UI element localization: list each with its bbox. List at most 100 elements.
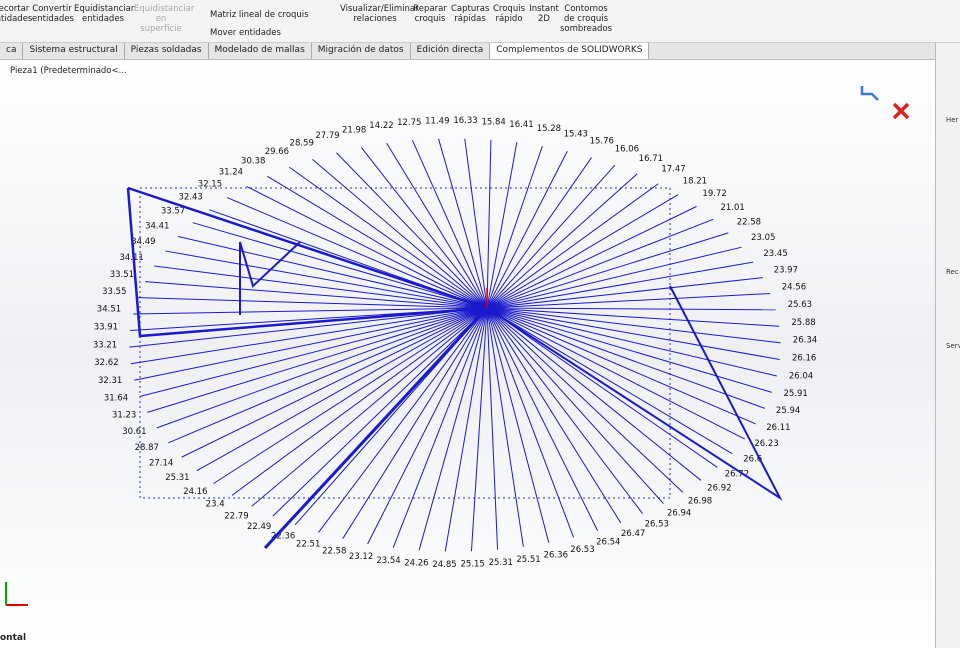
toolbar-button[interactable]: Reparar croquis — [413, 4, 447, 24]
dimension-label: 32.15 — [198, 179, 222, 189]
toolbar-button[interactable]: Equidistanciar entidades — [74, 4, 135, 24]
toolbar-button[interactable]: Instant 2D — [529, 4, 559, 24]
sketch-line — [318, 307, 488, 533]
dimension-label: 25.51 — [516, 555, 540, 565]
sketch-line — [444, 307, 488, 552]
tab[interactable]: Piezas soldadas — [125, 43, 209, 59]
dimension-label: 31.23 — [112, 410, 136, 420]
dimension-label: 26.53 — [645, 519, 669, 529]
toolbar-button[interactable]: Equidistanciar en superficie — [134, 4, 195, 34]
sketch-line — [486, 194, 679, 309]
toolbar-button[interactable]: Matriz lineal de croquis — [210, 10, 309, 20]
dimension-label: 33.21 — [93, 340, 117, 350]
sketch-line — [486, 164, 616, 309]
sketch-line — [486, 293, 771, 309]
tab[interactable]: Complementos de SOLIDWORKS — [490, 43, 650, 59]
sketch-line — [486, 307, 718, 468]
panel-label: Her — [946, 116, 959, 124]
sketch-profile — [126, 186, 488, 338]
dimension-label: 26.53 — [570, 545, 594, 555]
dimension-label: 23.97 — [774, 266, 798, 276]
dimension-label: 26.94 — [667, 509, 691, 519]
sketch-line — [154, 265, 488, 309]
dimension-label: 25.31 — [165, 473, 189, 483]
dimension-label: 24.16 — [183, 487, 207, 497]
dimension-label: 31.24 — [219, 167, 243, 177]
sketch-line — [411, 140, 488, 309]
sketch-line — [486, 307, 622, 523]
cancel-icon — [892, 102, 910, 120]
dimension-label: 24.56 — [782, 283, 806, 293]
sketch-line — [486, 150, 568, 309]
sketch-line — [486, 277, 763, 309]
sketch-line — [360, 146, 488, 309]
sketch-profile — [239, 241, 301, 288]
dimension-label: 15.43 — [564, 130, 588, 140]
toolbar-button[interactable]: Convertir entidades — [32, 4, 74, 24]
sketch-line — [289, 166, 488, 309]
sketch: 16.33 15.84 16.41 15.2815.4315.7616.0616.71… — [5, 86, 910, 606]
dimension-label: 16.33 — [453, 116, 477, 126]
sketch-line — [486, 307, 776, 311]
tree-item[interactable]: Pieza1 (Predeterminado<... — [10, 66, 127, 76]
sketch-line — [486, 307, 524, 547]
sketch-line — [486, 157, 592, 309]
sketch-profile — [486, 285, 783, 501]
sketch-line — [486, 307, 780, 327]
dimension-label: 21.01 — [720, 203, 744, 213]
dimension-label: 32.31 — [98, 376, 122, 386]
dimension-label: 23.4 — [206, 500, 225, 510]
sketch-line — [386, 142, 488, 309]
dimension-label: 16.71 — [639, 154, 663, 164]
dimension-label: 26.16 — [792, 354, 816, 364]
toolbar-button[interactable]: ecortar ntidades — [0, 4, 33, 24]
tab[interactable]: Sistema estructural — [23, 43, 125, 59]
sketch-line — [367, 307, 488, 545]
dimension-label: 22.36 — [271, 531, 295, 541]
sketch-line — [486, 261, 754, 309]
dimension-label: 25.31 — [489, 558, 513, 568]
dimension-label: 22.79 — [224, 511, 248, 521]
dimension-label: 34.49 — [131, 237, 155, 247]
dimension-label: 12.75 — [397, 118, 421, 128]
sketch-line — [272, 307, 488, 517]
sketch-line — [246, 185, 488, 309]
sketch-line — [486, 206, 697, 309]
toolbar-button[interactable]: Mover entidades — [210, 28, 281, 38]
toolbar-button[interactable]: Croquis rápido — [492, 4, 526, 24]
sketch-line — [145, 281, 488, 309]
sketch-line — [470, 307, 488, 552]
sketch-line — [138, 297, 488, 309]
tab[interactable]: Migración de datos — [312, 43, 411, 59]
toolbar-button[interactable]: Contornos de croquis sombreados — [560, 4, 613, 34]
dimension-label: 15.84 — [481, 117, 505, 127]
dimension-label: 26.54 — [596, 538, 620, 548]
dimension-label: 30.61 — [122, 427, 146, 437]
toolbar-button[interactable]: Capturas rápidas — [451, 4, 490, 24]
dimension-label: 21.98 — [342, 125, 366, 135]
sketch-line — [486, 232, 729, 309]
sketch-line — [267, 175, 488, 309]
dimension-label: 16.06 — [615, 145, 639, 155]
dimension-label: 22.51 — [296, 540, 320, 550]
dimension-label: 33.57 — [161, 206, 185, 216]
dimension-label: 15.28 — [537, 124, 561, 134]
sketch-line — [147, 307, 488, 413]
dimension-label: 26.6 — [743, 455, 762, 465]
sketch-line — [139, 307, 488, 397]
toolbar: ecortar ntidades Convertir entidades Equ… — [0, 0, 960, 43]
sketch-profile — [263, 306, 489, 550]
dimension-label: 26.47 — [621, 529, 645, 539]
sketch-line — [486, 307, 780, 360]
tab[interactable]: Modelado de mallas — [209, 43, 312, 59]
sketch-line — [464, 138, 488, 309]
dimension-label: 26.92 — [707, 483, 731, 493]
sketch-line — [486, 246, 742, 309]
tab[interactable]: Edición directa — [411, 43, 491, 59]
dimension-label: 25.88 — [791, 318, 815, 328]
sketch-line — [486, 307, 550, 543]
toolbar-button[interactable]: Visualizar/Eliminar relaciones — [340, 4, 419, 24]
tab[interactable]: ca — [0, 43, 24, 59]
